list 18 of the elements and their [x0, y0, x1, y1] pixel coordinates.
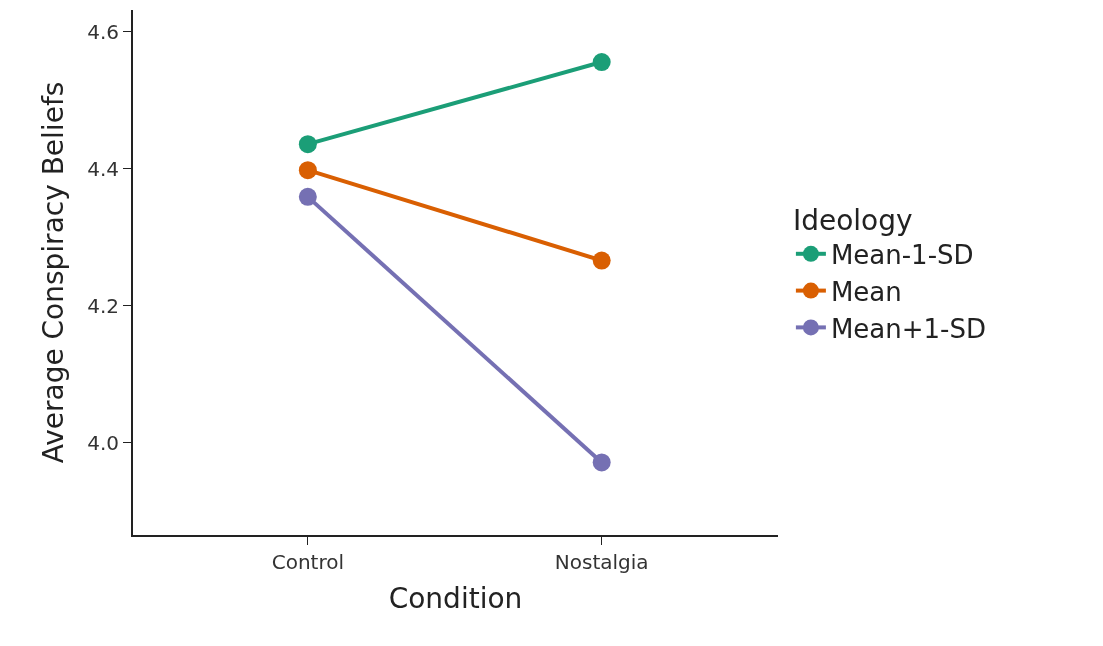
point: [298, 135, 317, 154]
y-tick-label: 4.2: [87, 293, 119, 318]
y-tick-label: 4.4: [87, 156, 119, 181]
legend-label: Mean-1-SD: [830, 239, 974, 270]
x-tick-label: Control: [271, 550, 344, 574]
legend-label: Mean+1-SD: [830, 313, 986, 344]
y-axis-title: Average Conspiracy Beliefs: [37, 81, 71, 464]
y-tick-label: 4.6: [87, 19, 119, 44]
point: [592, 453, 611, 472]
legend-label: Mean: [830, 276, 902, 307]
y-tick-label: 4.0: [87, 430, 119, 455]
legend-title: Ideology: [792, 204, 913, 238]
x-tick-label: Nostalgia: [554, 550, 649, 574]
x-axis-title: Condition: [388, 581, 523, 615]
point: [592, 53, 611, 72]
point: [298, 187, 317, 206]
point: [298, 161, 317, 180]
point: [592, 251, 611, 270]
